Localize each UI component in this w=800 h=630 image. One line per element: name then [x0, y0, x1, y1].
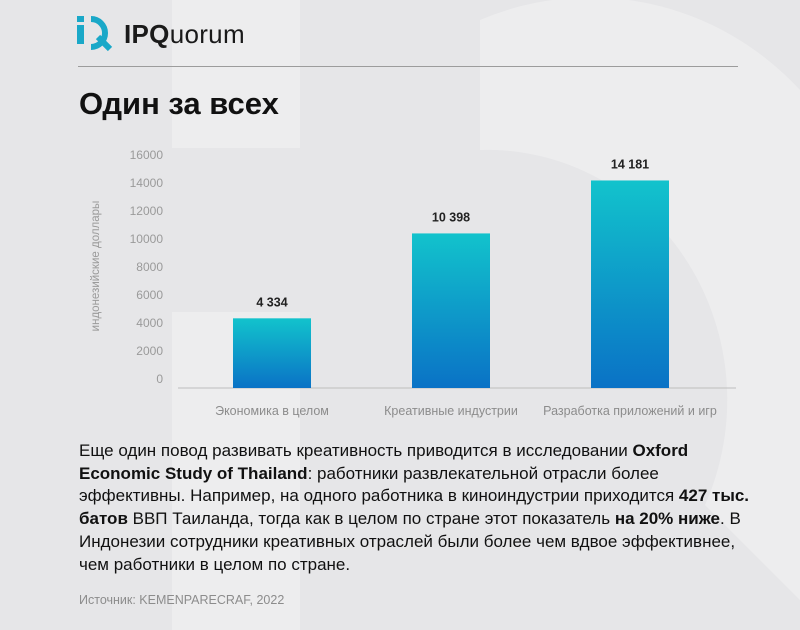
y-tick-label: 0	[156, 372, 163, 386]
text-part: . В Индонезии сотрудники креативных отра…	[79, 509, 741, 574]
bar	[233, 318, 311, 388]
x-category-label: Креативные индустрии	[384, 404, 518, 418]
y-tick-label: 4000	[136, 316, 163, 330]
y-tick-label: 12000	[130, 204, 164, 218]
y-tick-label: 2000	[136, 344, 163, 358]
bar-value-label: 10 398	[432, 210, 470, 224]
y-tick-label: 16000	[130, 148, 164, 162]
page-title: Один за всех	[79, 86, 279, 121]
description-text: Еще один повод развивать креативность пр…	[79, 440, 769, 576]
y-tick-label: 6000	[136, 288, 163, 302]
ipquorum-logo-icon	[77, 16, 113, 52]
bar-chart: индонезийские доллары 0 2000 4000 6000 8000 1…	[90, 148, 736, 418]
y-tick-label: 10000	[130, 232, 164, 246]
text-part: Еще один повод развивать креативность пр…	[79, 441, 633, 460]
x-category-label: Разработка приложений и игр	[543, 404, 717, 418]
y-tick-label: 14000	[130, 176, 164, 190]
bar	[412, 233, 490, 388]
y-tick-label: 8000	[136, 260, 163, 274]
logo-wordmark: IPQuorum	[124, 18, 245, 49]
text-part: ВВП Таиланда, тогда как в целом по стран…	[127, 509, 615, 529]
text-part: : работники развлекательной отрасли боле…	[79, 463, 679, 506]
source-note: Источник: KEMENPARECRAF, 2022	[79, 593, 285, 607]
y-axis-label: индонезийские доллары	[90, 201, 102, 332]
highlight-percent: на 20% ниже	[614, 509, 721, 529]
bar-value-label: 14 181	[611, 157, 649, 171]
bar	[591, 180, 669, 388]
brand-header: IPQuorum	[74, 14, 245, 54]
x-category-label: Экономика в целом	[215, 404, 329, 418]
highlight-value: 427 тыс. батов	[79, 486, 750, 529]
study-name: Oxford Economic Study of Thailand	[79, 441, 689, 483]
header-divider	[78, 66, 738, 67]
bar-value-label: 4 334	[256, 295, 287, 309]
